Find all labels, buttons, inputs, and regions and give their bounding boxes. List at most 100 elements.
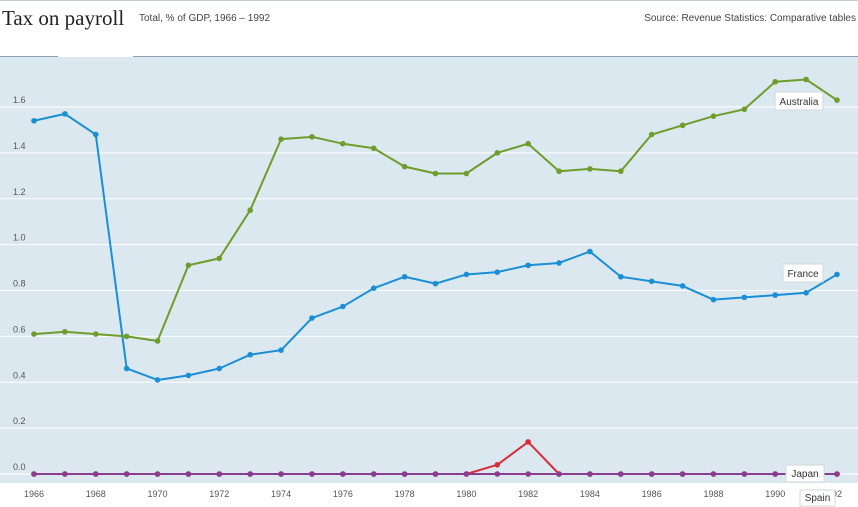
data-point-spain[interactable] — [340, 471, 346, 477]
data-point-france[interactable] — [309, 315, 315, 321]
data-point-france[interactable] — [463, 271, 470, 278]
data-point-australia[interactable] — [92, 331, 99, 337]
data-point-spain[interactable] — [679, 471, 686, 477]
y-tick-label: 0.6 — [13, 324, 26, 334]
data-point-spain[interactable] — [772, 471, 779, 477]
data-point-france[interactable] — [401, 273, 408, 280]
data-point-australia[interactable] — [309, 134, 315, 140]
data-point-france[interactable] — [648, 278, 655, 285]
data-point-france[interactable] — [154, 377, 161, 383]
data-point-spain[interactable] — [741, 471, 748, 477]
data-point-spain[interactable] — [494, 471, 501, 477]
data-point-france[interactable] — [370, 285, 377, 292]
tab-notch — [58, 55, 133, 58]
data-point-australia[interactable] — [62, 328, 68, 335]
data-point-australia[interactable] — [587, 166, 593, 172]
data-point-spain[interactable] — [463, 471, 470, 477]
data-point-france[interactable] — [710, 296, 717, 303]
data-point-france[interactable] — [216, 365, 223, 372]
data-point-australia[interactable] — [710, 113, 717, 119]
data-point-australia[interactable] — [31, 331, 37, 337]
data-point-spain[interactable] — [556, 471, 562, 477]
series-label-spain: Spain — [799, 489, 836, 507]
data-point-spain[interactable] — [618, 471, 624, 477]
data-point-australia[interactable] — [494, 150, 501, 156]
data-point-australia[interactable] — [741, 106, 748, 113]
data-point-australia[interactable] — [463, 170, 470, 177]
data-point-france[interactable] — [556, 260, 562, 266]
data-point-australia[interactable] — [401, 163, 408, 170]
x-tick-label: 92 — [832, 489, 842, 499]
data-point-australia[interactable] — [772, 78, 779, 85]
data-point-spain[interactable] — [525, 471, 531, 477]
data-point-japan[interactable] — [525, 439, 531, 445]
data-point-australia[interactable] — [154, 338, 161, 344]
x-tick-label: 1972 — [209, 489, 229, 499]
data-point-australia[interactable] — [525, 140, 531, 147]
data-point-spain[interactable] — [401, 471, 408, 477]
data-point-france[interactable] — [340, 303, 346, 310]
data-point-france[interactable] — [247, 351, 253, 358]
data-point-spain[interactable] — [216, 471, 223, 477]
y-axis-ticks: 0.0 0.2 0.4 0.6 0.8 1.0 1.2 1.4 1.6 — [13, 95, 26, 472]
data-point-australia[interactable] — [834, 97, 840, 103]
data-point-france[interactable] — [278, 347, 284, 353]
x-tick-label: 1968 — [86, 489, 106, 499]
x-tick-label: 1984 — [580, 489, 600, 499]
data-point-australia[interactable] — [123, 333, 130, 340]
data-point-spain[interactable] — [62, 471, 68, 477]
data-point-spain[interactable] — [31, 471, 37, 477]
data-point-spain[interactable] — [123, 471, 130, 477]
data-point-france[interactable] — [494, 269, 501, 275]
data-point-spain[interactable] — [370, 471, 377, 477]
data-point-spain[interactable] — [309, 471, 315, 477]
data-point-japan[interactable] — [494, 462, 501, 468]
data-point-france[interactable] — [62, 111, 68, 117]
data-point-spain[interactable] — [648, 471, 655, 477]
data-point-france[interactable] — [834, 271, 840, 278]
data-point-france[interactable] — [31, 117, 37, 124]
data-point-spain[interactable] — [154, 471, 161, 477]
y-tick-label: 0.4 — [13, 370, 26, 380]
data-point-australia[interactable] — [556, 168, 562, 175]
data-point-france[interactable] — [185, 372, 192, 379]
data-point-france[interactable] — [741, 294, 748, 301]
data-point-australia[interactable] — [803, 76, 809, 83]
data-point-spain[interactable] — [185, 471, 192, 477]
y-tick-label: 1.6 — [13, 95, 26, 105]
data-point-france[interactable] — [525, 262, 531, 269]
series-labels: Australia France Japan Spain — [774, 91, 836, 507]
data-point-australia[interactable] — [618, 168, 624, 175]
data-point-france[interactable] — [432, 280, 439, 287]
data-point-france[interactable] — [92, 131, 99, 138]
data-point-australia[interactable] — [278, 136, 284, 142]
data-point-spain[interactable] — [587, 471, 593, 477]
data-point-spain[interactable] — [247, 471, 253, 477]
data-point-france[interactable] — [772, 292, 779, 298]
data-point-spain[interactable] — [278, 471, 284, 477]
data-point-france[interactable] — [123, 365, 130, 372]
data-point-australia[interactable] — [648, 131, 655, 138]
data-point-france[interactable] — [803, 289, 809, 296]
data-point-australia[interactable] — [247, 207, 253, 214]
data-point-australia[interactable] — [340, 140, 346, 147]
data-point-spain[interactable] — [834, 471, 840, 477]
x-tick-label: 1988 — [703, 489, 723, 499]
data-point-australia[interactable] — [370, 145, 377, 152]
chart-subtitle: Total, % of GDP, 1966 – 1992 — [139, 13, 271, 24]
data-point-australia[interactable] — [216, 255, 223, 262]
data-point-australia[interactable] — [432, 170, 439, 177]
data-point-france[interactable] — [679, 283, 686, 289]
data-point-spain[interactable] — [710, 471, 717, 477]
data-point-france[interactable] — [587, 248, 593, 255]
data-point-france[interactable] — [618, 273, 624, 280]
series-lines — [31, 76, 840, 477]
data-point-spain[interactable] — [92, 471, 99, 477]
x-tick-label: 1986 — [642, 489, 662, 499]
data-point-australia[interactable] — [185, 262, 192, 269]
source-link[interactable]: Source: Revenue Statistics: Comparative … — [644, 13, 856, 24]
series-label-text: Spain — [805, 493, 831, 504]
y-tick-label: 1.4 — [13, 141, 26, 151]
data-point-australia[interactable] — [679, 122, 686, 129]
data-point-spain[interactable] — [432, 471, 439, 477]
